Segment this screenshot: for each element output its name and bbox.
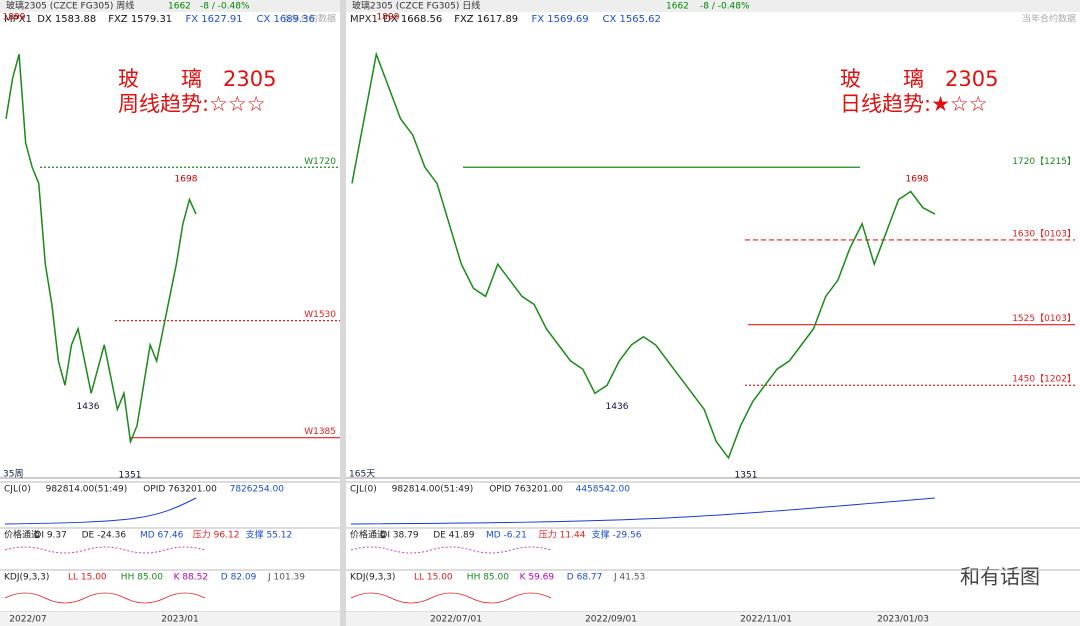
- indicator-item: LL 15.00: [68, 573, 107, 583]
- info-item: MPX1: [4, 14, 32, 25]
- indicator-item: KDJ(9,3,3): [350, 573, 395, 583]
- date-label: 2023/01: [161, 615, 198, 625]
- indicator-item: OPID 763201.00: [489, 485, 563, 495]
- price-line: [351, 51, 936, 460]
- trend-title: 玻 璃 2305: [840, 67, 998, 91]
- indicator-item: 982814.00(51:49): [392, 485, 474, 495]
- level-label: 1525【0103】: [1012, 313, 1076, 324]
- header-change: -8 / -0.48%: [700, 2, 750, 12]
- header-bar: [0, 0, 340, 12]
- indicator-item: CJL(0): [4, 485, 31, 495]
- peak-label: 1351: [119, 471, 142, 481]
- header-title: 玻璃2305 (CZCE FG305) 周线: [6, 0, 134, 12]
- date-label: 2022/07/01: [430, 615, 482, 625]
- indicator-item: KDJ(9,3,3): [4, 573, 49, 583]
- indicator-item: J 101.39: [267, 573, 305, 583]
- info-item: FXZ 1617.89: [454, 14, 518, 25]
- indicator-item: 4458542.00: [576, 485, 631, 495]
- price-line: [5, 54, 197, 445]
- level-label: W1530: [304, 310, 336, 320]
- date-label: 2022/07: [9, 615, 46, 625]
- peak-label: 1899: [377, 12, 400, 22]
- date-label: 2023/01/03: [877, 615, 929, 625]
- indicator-item: DI 9.37: [34, 531, 66, 541]
- peak-label: 1698: [906, 175, 929, 185]
- kdj-curve: [350, 592, 552, 604]
- header-change: -8 / -0.48%: [200, 2, 250, 12]
- level-label: W1720: [304, 157, 336, 167]
- info-item: FX 1569.69: [532, 14, 589, 25]
- indicator-item: MD 67.46: [140, 531, 184, 541]
- channel-curve: [350, 546, 552, 554]
- channel-curve: [4, 546, 206, 554]
- peak-label: 1351: [735, 471, 758, 481]
- date-label: 2022/11/01: [740, 615, 792, 625]
- indicator-item: DE -24.36: [82, 531, 127, 541]
- indicator-item: K 59.69: [520, 573, 555, 583]
- level-label: W1385: [304, 427, 336, 437]
- header-title: 玻璃2305 (CZCE FG305) 日线: [352, 0, 480, 12]
- indicator-item: 982814.00(51:49): [46, 485, 128, 495]
- indicator-item: 压力 96.12: [193, 529, 240, 541]
- trend-title: 周线趋势:☆☆☆: [118, 92, 266, 116]
- header-note: 当年合约数据: [1022, 13, 1076, 25]
- volume-curve: [4, 497, 197, 525]
- volume-curve: [350, 497, 936, 525]
- header-bar: [346, 0, 1080, 12]
- info-item: DX 1668.56: [383, 14, 442, 25]
- level-label: 1630【0103】: [1012, 228, 1076, 239]
- indicator-item: HH 85.00: [121, 573, 163, 583]
- header-last: 1662: [666, 2, 689, 12]
- info-item: CX 1565.62: [603, 14, 661, 25]
- indicator-item: D 82.09: [221, 573, 257, 583]
- indicator-item: MD -6.21: [486, 531, 527, 541]
- date-bar: [346, 612, 1080, 626]
- info-item: DX 1583.88: [37, 14, 96, 25]
- watermark: 和有话图: [960, 565, 1040, 589]
- peak-label: 1436: [77, 402, 100, 412]
- kdj-curve: [4, 592, 206, 604]
- indicator-item: 支撑 55.12: [246, 529, 293, 541]
- indicator-item: OPID 763201.00: [143, 485, 217, 495]
- peak-label: 1899: [3, 12, 26, 22]
- indicator-item: HH 85.00: [467, 573, 509, 583]
- header-last: 1662: [168, 2, 191, 12]
- trend-title: 日线趋势:★☆☆: [840, 92, 988, 116]
- info-item: FXZ 1579.31: [108, 14, 172, 25]
- date-bar: [0, 612, 340, 626]
- indicator-item: 压力 11.44: [539, 529, 586, 541]
- indicator-item: D 68.77: [567, 573, 603, 583]
- info-item: MPX1: [350, 14, 378, 25]
- indicator-item: 价格通道: [4, 529, 40, 541]
- indicator-item: DI 38.79: [380, 531, 418, 541]
- info-item: FX 1627.91: [186, 14, 243, 25]
- info-item: CX 1689.36: [257, 14, 315, 25]
- peak-label: 1436: [606, 402, 629, 412]
- indicator-item: 价格通道: [350, 529, 386, 541]
- indicator-item: J 41.53: [613, 573, 645, 583]
- indicator-item: LL 15.00: [414, 573, 453, 583]
- date-label: 2022/09/01: [585, 615, 637, 625]
- period-label: 165天: [349, 470, 375, 480]
- level-label: 1450【1202】: [1012, 374, 1076, 385]
- period-label: 35周: [3, 469, 23, 480]
- peak-label: 1698: [175, 175, 198, 185]
- separator: [340, 0, 346, 626]
- indicator-item: 7826254.00: [230, 485, 285, 495]
- indicator-item: 支撑 -29.56: [592, 529, 642, 541]
- header-note: 当年合约数据: [282, 13, 336, 25]
- level-label: 1720【1215】: [1012, 156, 1076, 167]
- trend-title: 玻 璃 2305: [118, 67, 276, 91]
- indicator-item: CJL(0): [350, 485, 377, 495]
- indicator-item: K 88.52: [174, 573, 209, 583]
- indicator-item: DE 41.89: [433, 531, 475, 541]
